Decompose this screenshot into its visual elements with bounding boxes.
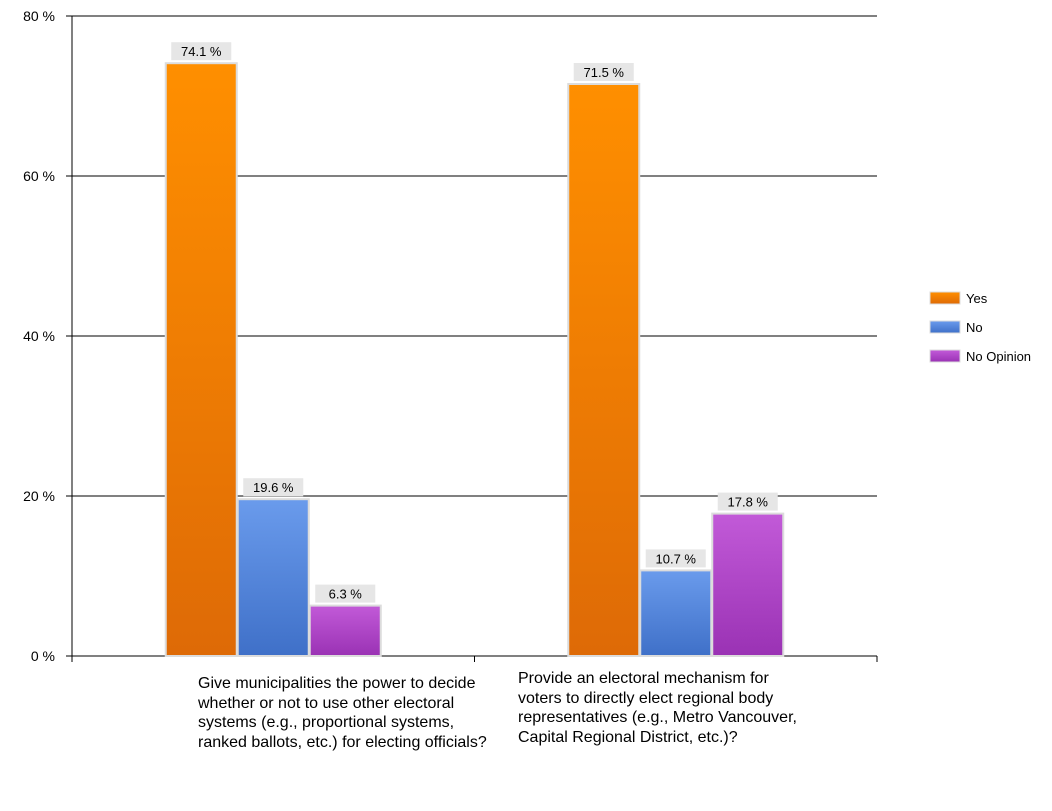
bar-no-opinion bbox=[711, 512, 785, 657]
legend: Yes No No Opinion bbox=[929, 291, 1031, 364]
data-label: 10.7 % bbox=[656, 551, 697, 566]
legend-swatch bbox=[929, 291, 961, 305]
data-label-bg bbox=[717, 492, 778, 511]
legend-swatch bbox=[929, 349, 961, 363]
data-label-bg bbox=[243, 478, 304, 497]
legend-swatch bbox=[929, 320, 961, 334]
legend-label: No bbox=[966, 320, 983, 335]
y-tick-label: 20 % bbox=[23, 488, 55, 504]
data-label-bg bbox=[645, 549, 706, 568]
axes: 0 % 20 % 40 % 60 % 80 % bbox=[23, 8, 878, 664]
bar-yes bbox=[567, 83, 641, 657]
data-label-bg bbox=[573, 63, 634, 81]
data-label: 17.8 % bbox=[728, 495, 769, 510]
data-label: 19.6 % bbox=[253, 480, 294, 495]
data-label: 71.5 % bbox=[584, 65, 625, 80]
legend-label: No Opinion bbox=[966, 349, 1031, 364]
bars bbox=[164, 62, 785, 658]
bar-no bbox=[236, 498, 310, 658]
y-tick-label: 60 % bbox=[23, 168, 55, 184]
data-label: 6.3 % bbox=[329, 587, 363, 602]
bar-yes bbox=[164, 62, 238, 657]
category-label-1: Give municipalities the power to decide … bbox=[198, 675, 487, 751]
y-tick-label: 80 % bbox=[23, 8, 55, 24]
bar-no-opinion bbox=[308, 604, 382, 657]
bar-no bbox=[639, 569, 713, 658]
data-label-bg bbox=[315, 584, 376, 603]
data-labels: 74.1 % 19.6 % 6.3 % 71.5 % 10.7 % 17.8 % bbox=[171, 42, 778, 603]
category-label-2: Provide an electoral mechanism for voter… bbox=[518, 670, 797, 746]
y-tick-label: 0 % bbox=[31, 648, 55, 664]
data-label: 74.1 % bbox=[181, 44, 222, 59]
legend-label: Yes bbox=[966, 291, 988, 306]
y-tick-label: 40 % bbox=[23, 328, 55, 344]
data-label-bg bbox=[171, 42, 232, 61]
